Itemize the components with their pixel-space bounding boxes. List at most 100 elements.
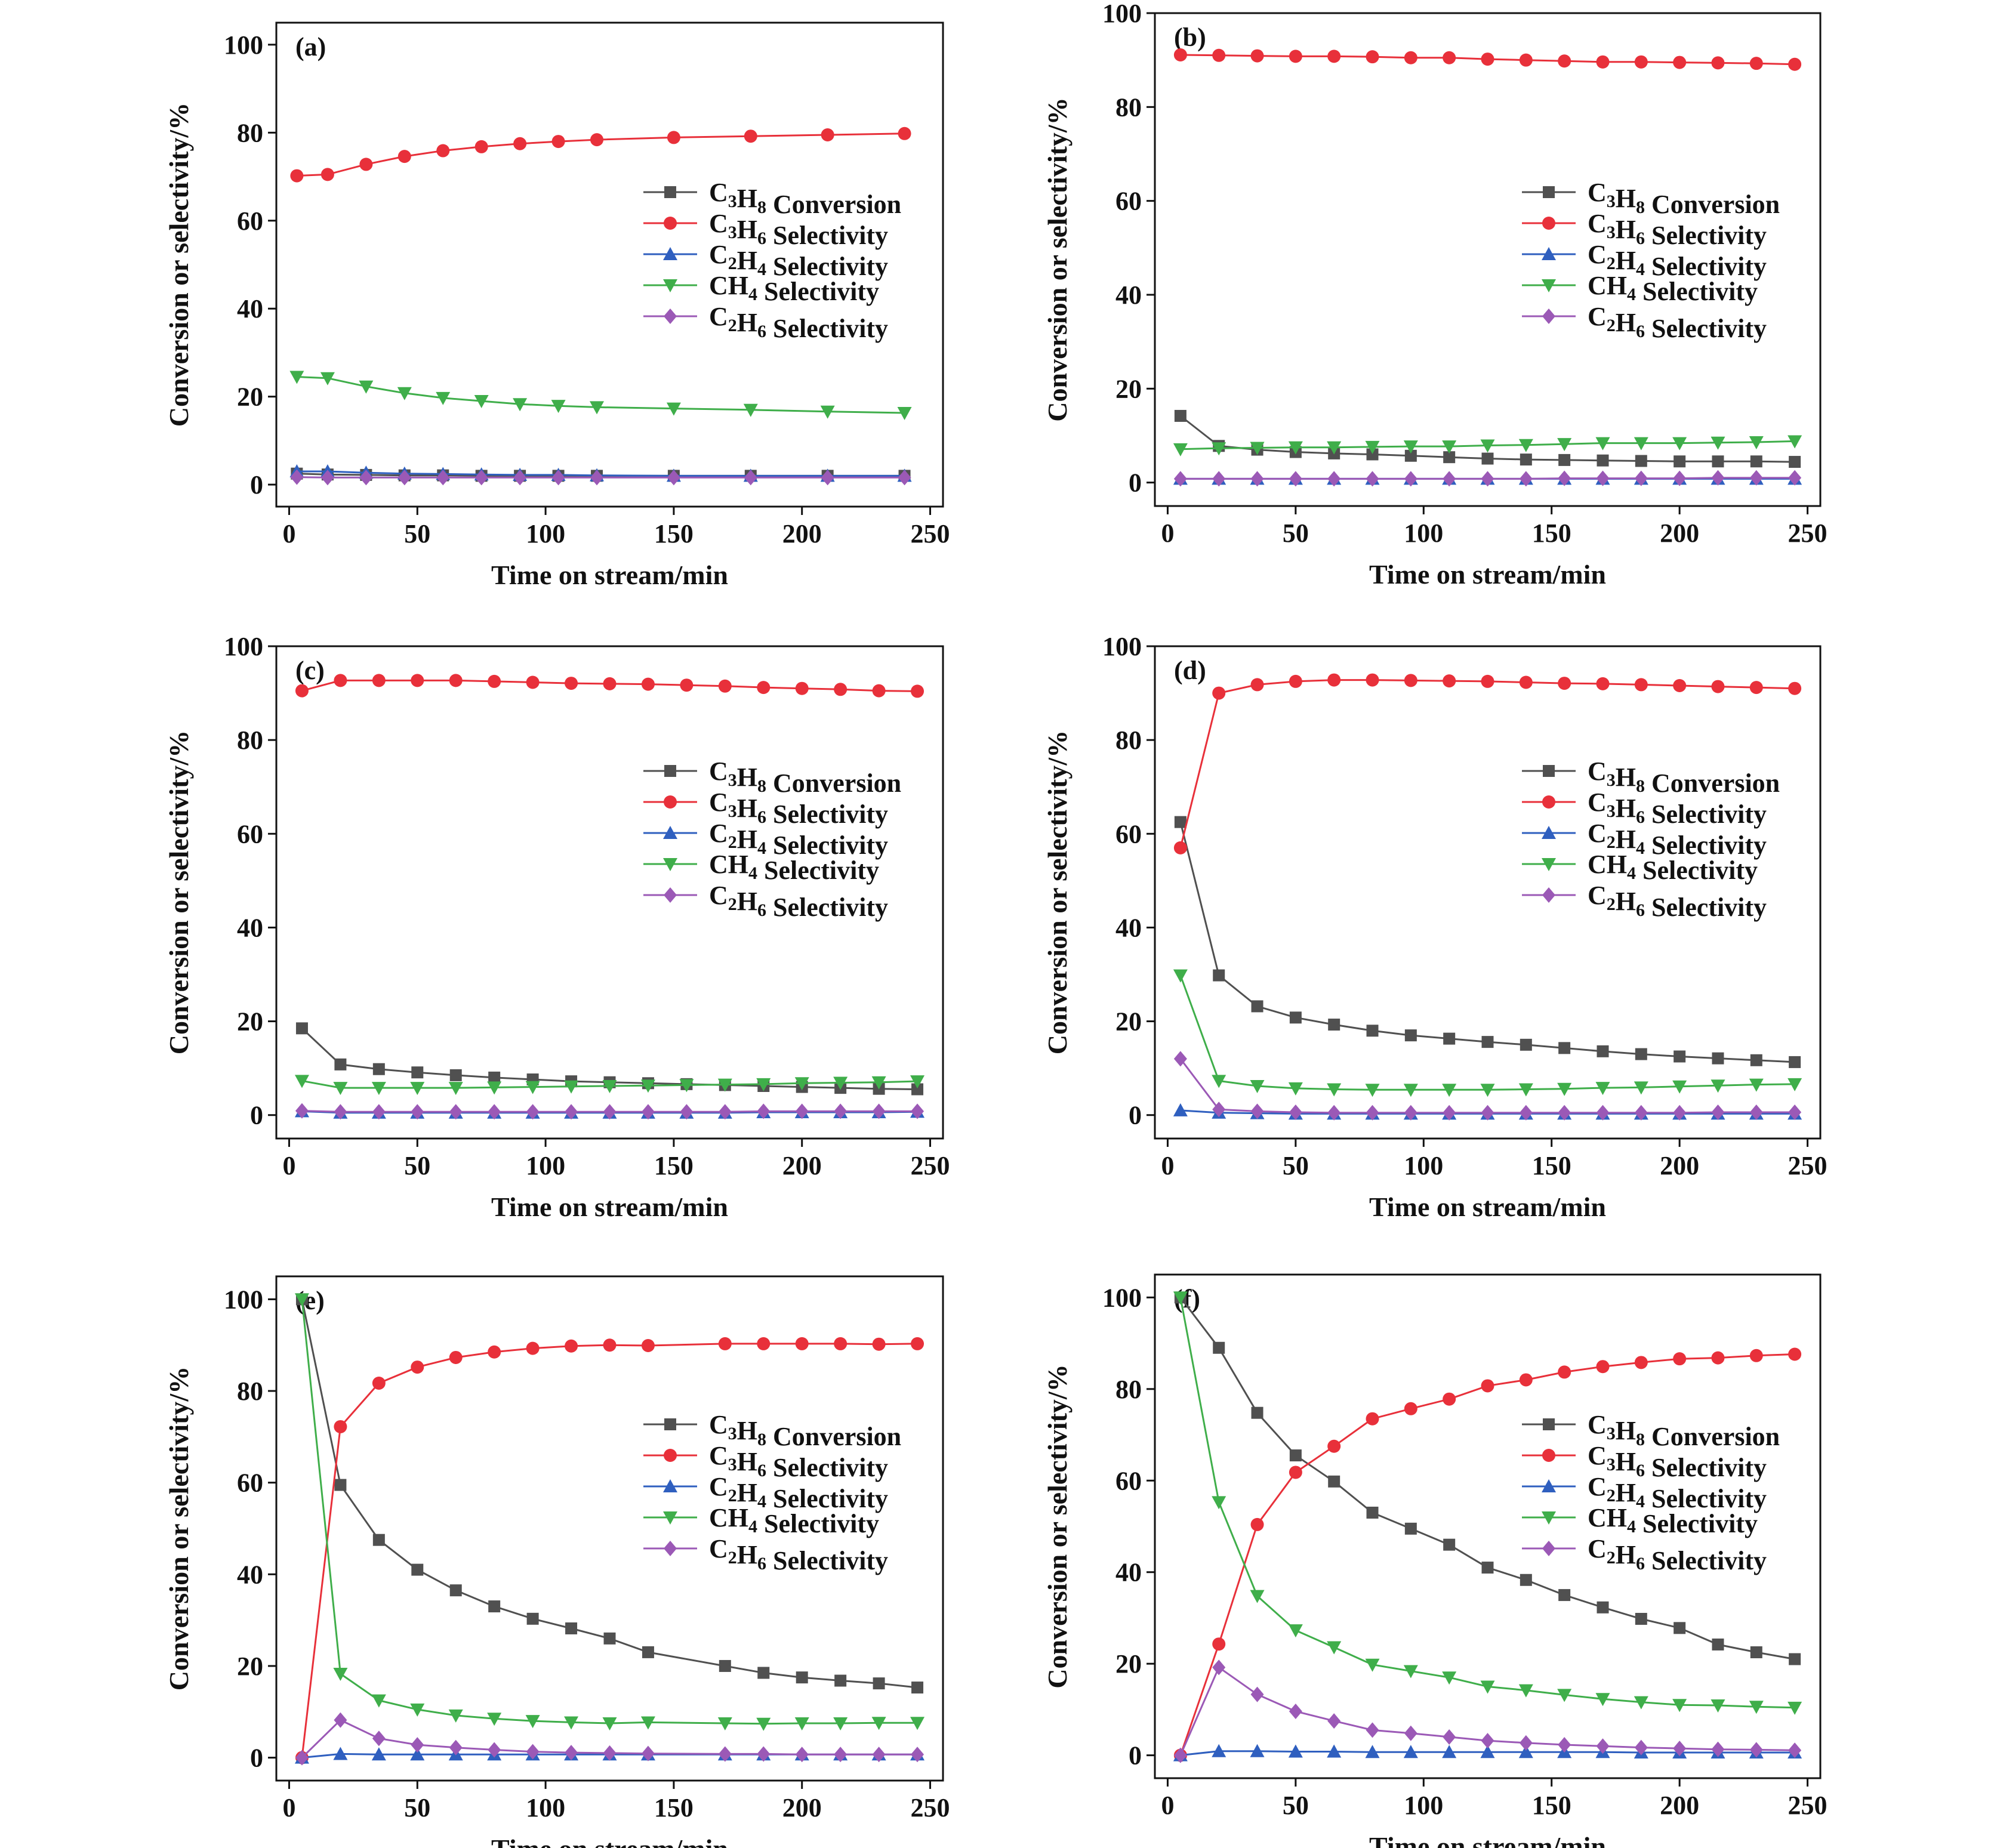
y-tick-label: 40 — [237, 1560, 263, 1589]
data-point-c3h8-conversion — [1789, 1056, 1801, 1068]
data-point-c3h8-conversion — [411, 1066, 424, 1079]
data-point-c3h6-selectivity — [1443, 51, 1456, 64]
panel-label: (b) — [1174, 23, 1206, 52]
series-c2h6-selectivity — [1173, 1051, 1802, 1121]
data-point-c2h6-selectivity — [449, 1739, 463, 1756]
data-point-c2h6-selectivity — [641, 1745, 655, 1761]
x-axis-label: Time on stream/min — [1369, 1831, 1606, 1848]
data-point-c2h6-selectivity — [1788, 470, 1802, 486]
data-point-c2h6-selectivity — [603, 1104, 617, 1120]
data-point-c2h6-selectivity — [1212, 471, 1226, 487]
x-tick-label: 50 — [404, 1151, 430, 1180]
legend-marker — [664, 1541, 677, 1556]
data-point-c2h6-selectivity — [680, 1104, 694, 1120]
data-point-ch4-selectivity — [1250, 442, 1265, 455]
data-point-c3h8-conversion — [1251, 1000, 1263, 1013]
x-tick-label: 100 — [526, 1151, 565, 1180]
legend-label: C2H4 Selectivity — [1588, 1472, 1767, 1513]
data-point-ch4-selectivity — [410, 1703, 425, 1717]
data-point-c2h6-selectivity — [526, 1104, 540, 1120]
data-point-c2h6-selectivity — [1788, 1742, 1802, 1758]
data-point-c3h8-conversion — [1366, 1506, 1379, 1519]
data-point-ch4-selectivity — [1173, 443, 1188, 456]
data-point-c2h6-selectivity — [551, 470, 565, 486]
legend-item-c3h6-selectivity: C3H6 Selectivity — [643, 788, 888, 829]
data-point-ch4-selectivity — [910, 1075, 925, 1089]
data-point-c3h6-selectivity — [474, 140, 488, 153]
data-point-c2h4-selectivity — [333, 1747, 348, 1760]
data-point-c3h6-selectivity — [834, 683, 848, 696]
y-tick-label: 40 — [1115, 1558, 1142, 1587]
y-tick-label: 20 — [237, 1007, 263, 1036]
data-point-c3h8-conversion — [488, 1600, 501, 1613]
legend-item-c3h8-conversion: C3H8 Conversion — [1522, 1410, 1780, 1451]
legend-label: C3H6 Selectivity — [1588, 788, 1767, 829]
data-point-c2h4-selectivity — [371, 1747, 386, 1761]
data-point-ch4-selectivity — [1403, 440, 1418, 454]
y-axis-label: Conversion or selectivity/% — [1042, 730, 1073, 1054]
legend-label: CH4 Selectivity — [1588, 850, 1758, 885]
data-point-c3h6-selectivity — [1788, 681, 1802, 695]
data-point-c3h8-conversion — [1674, 1622, 1686, 1634]
series-c2h6-selectivity — [295, 1103, 924, 1120]
data-point-c2h6-selectivity — [1481, 1733, 1494, 1749]
data-point-c3h6-selectivity — [1289, 674, 1302, 688]
data-point-c3h8-conversion — [1520, 453, 1532, 466]
data-point-c2h6-selectivity — [1673, 470, 1687, 486]
data-point-c3h8-conversion — [719, 1659, 731, 1672]
legend-item-c3h6-selectivity: C3H6 Selectivity — [1522, 209, 1767, 250]
y-tick-label: 40 — [1115, 913, 1142, 942]
y-tick-label: 60 — [1115, 1466, 1142, 1495]
data-point-ch4-selectivity — [1480, 1084, 1495, 1097]
data-point-ch4-selectivity — [871, 1717, 886, 1730]
data-point-c2h6-selectivity — [1711, 1105, 1725, 1120]
data-point-ch4-selectivity — [294, 1075, 309, 1088]
data-point-c3h8-conversion — [449, 1069, 462, 1081]
legend-item-c2h4-selectivity: C2H4 Selectivity — [1522, 819, 1767, 860]
data-point-c3h8-conversion — [603, 1632, 616, 1645]
y-tick-label: 80 — [1115, 726, 1142, 755]
data-point-c3h8-conversion — [1213, 1341, 1225, 1354]
legend-item-c2h6-selectivity: C2H6 Selectivity — [1522, 881, 1767, 922]
series-c2h6-selectivity — [1173, 470, 1802, 487]
x-tick-label: 200 — [782, 519, 822, 548]
data-point-c3h6-selectivity — [641, 1338, 655, 1352]
data-point-c2h6-selectivity — [565, 1745, 578, 1761]
data-point-c3h8-conversion — [1635, 1048, 1647, 1060]
data-point-c3h6-selectivity — [513, 137, 527, 150]
legend-label: C3H8 Conversion — [1588, 757, 1780, 798]
data-point-c2h6-selectivity — [1749, 470, 1763, 486]
data-point-c3h8-conversion — [1443, 1538, 1456, 1551]
data-point-ch4-selectivity — [525, 1081, 540, 1094]
data-point-ch4-selectivity — [294, 1293, 309, 1307]
data-point-c3h6-selectivity — [834, 1337, 848, 1350]
data-point-ch4-selectivity — [1212, 442, 1226, 456]
data-point-c3h6-selectivity — [603, 1338, 617, 1352]
data-point-ch4-selectivity — [871, 1076, 886, 1090]
data-point-c3h6-selectivity — [1673, 55, 1687, 69]
y-tick-label: 60 — [237, 1468, 263, 1498]
data-point-c2h4-selectivity — [1442, 1745, 1457, 1758]
data-point-c2h6-selectivity — [359, 470, 373, 486]
data-point-c3h6-selectivity — [1749, 681, 1763, 695]
data-point-c2h6-selectivity — [1250, 1686, 1264, 1702]
legend-label: C3H8 Conversion — [1588, 1410, 1780, 1451]
y-axis-label: Conversion or selectivity/% — [164, 103, 194, 427]
legend-item-c2h4-selectivity: C2H4 Selectivity — [1522, 1472, 1767, 1513]
legend-marker — [664, 1418, 676, 1430]
data-point-c3h6-selectivity — [1212, 1637, 1226, 1651]
legend-marker — [663, 279, 677, 292]
data-point-c2h6-selectivity — [1250, 1103, 1264, 1119]
y-tick-label: 0 — [250, 470, 263, 499]
series-line-c3h6-selectivity — [301, 1343, 918, 1758]
data-point-c3h8-conversion — [1712, 455, 1724, 468]
data-point-c3h6-selectivity — [565, 1339, 578, 1353]
data-point-c3h6-selectivity — [526, 1341, 540, 1355]
data-point-ch4-selectivity — [1672, 1080, 1687, 1094]
x-axis-label: Time on stream/min — [1369, 1192, 1606, 1222]
data-point-c2h4-selectivity — [1518, 1745, 1533, 1758]
data-point-ch4-selectivity — [487, 1081, 502, 1095]
data-point-ch4-selectivity — [1365, 1658, 1380, 1672]
y-tick-label: 80 — [237, 1377, 263, 1406]
data-point-ch4-selectivity — [833, 1717, 848, 1730]
